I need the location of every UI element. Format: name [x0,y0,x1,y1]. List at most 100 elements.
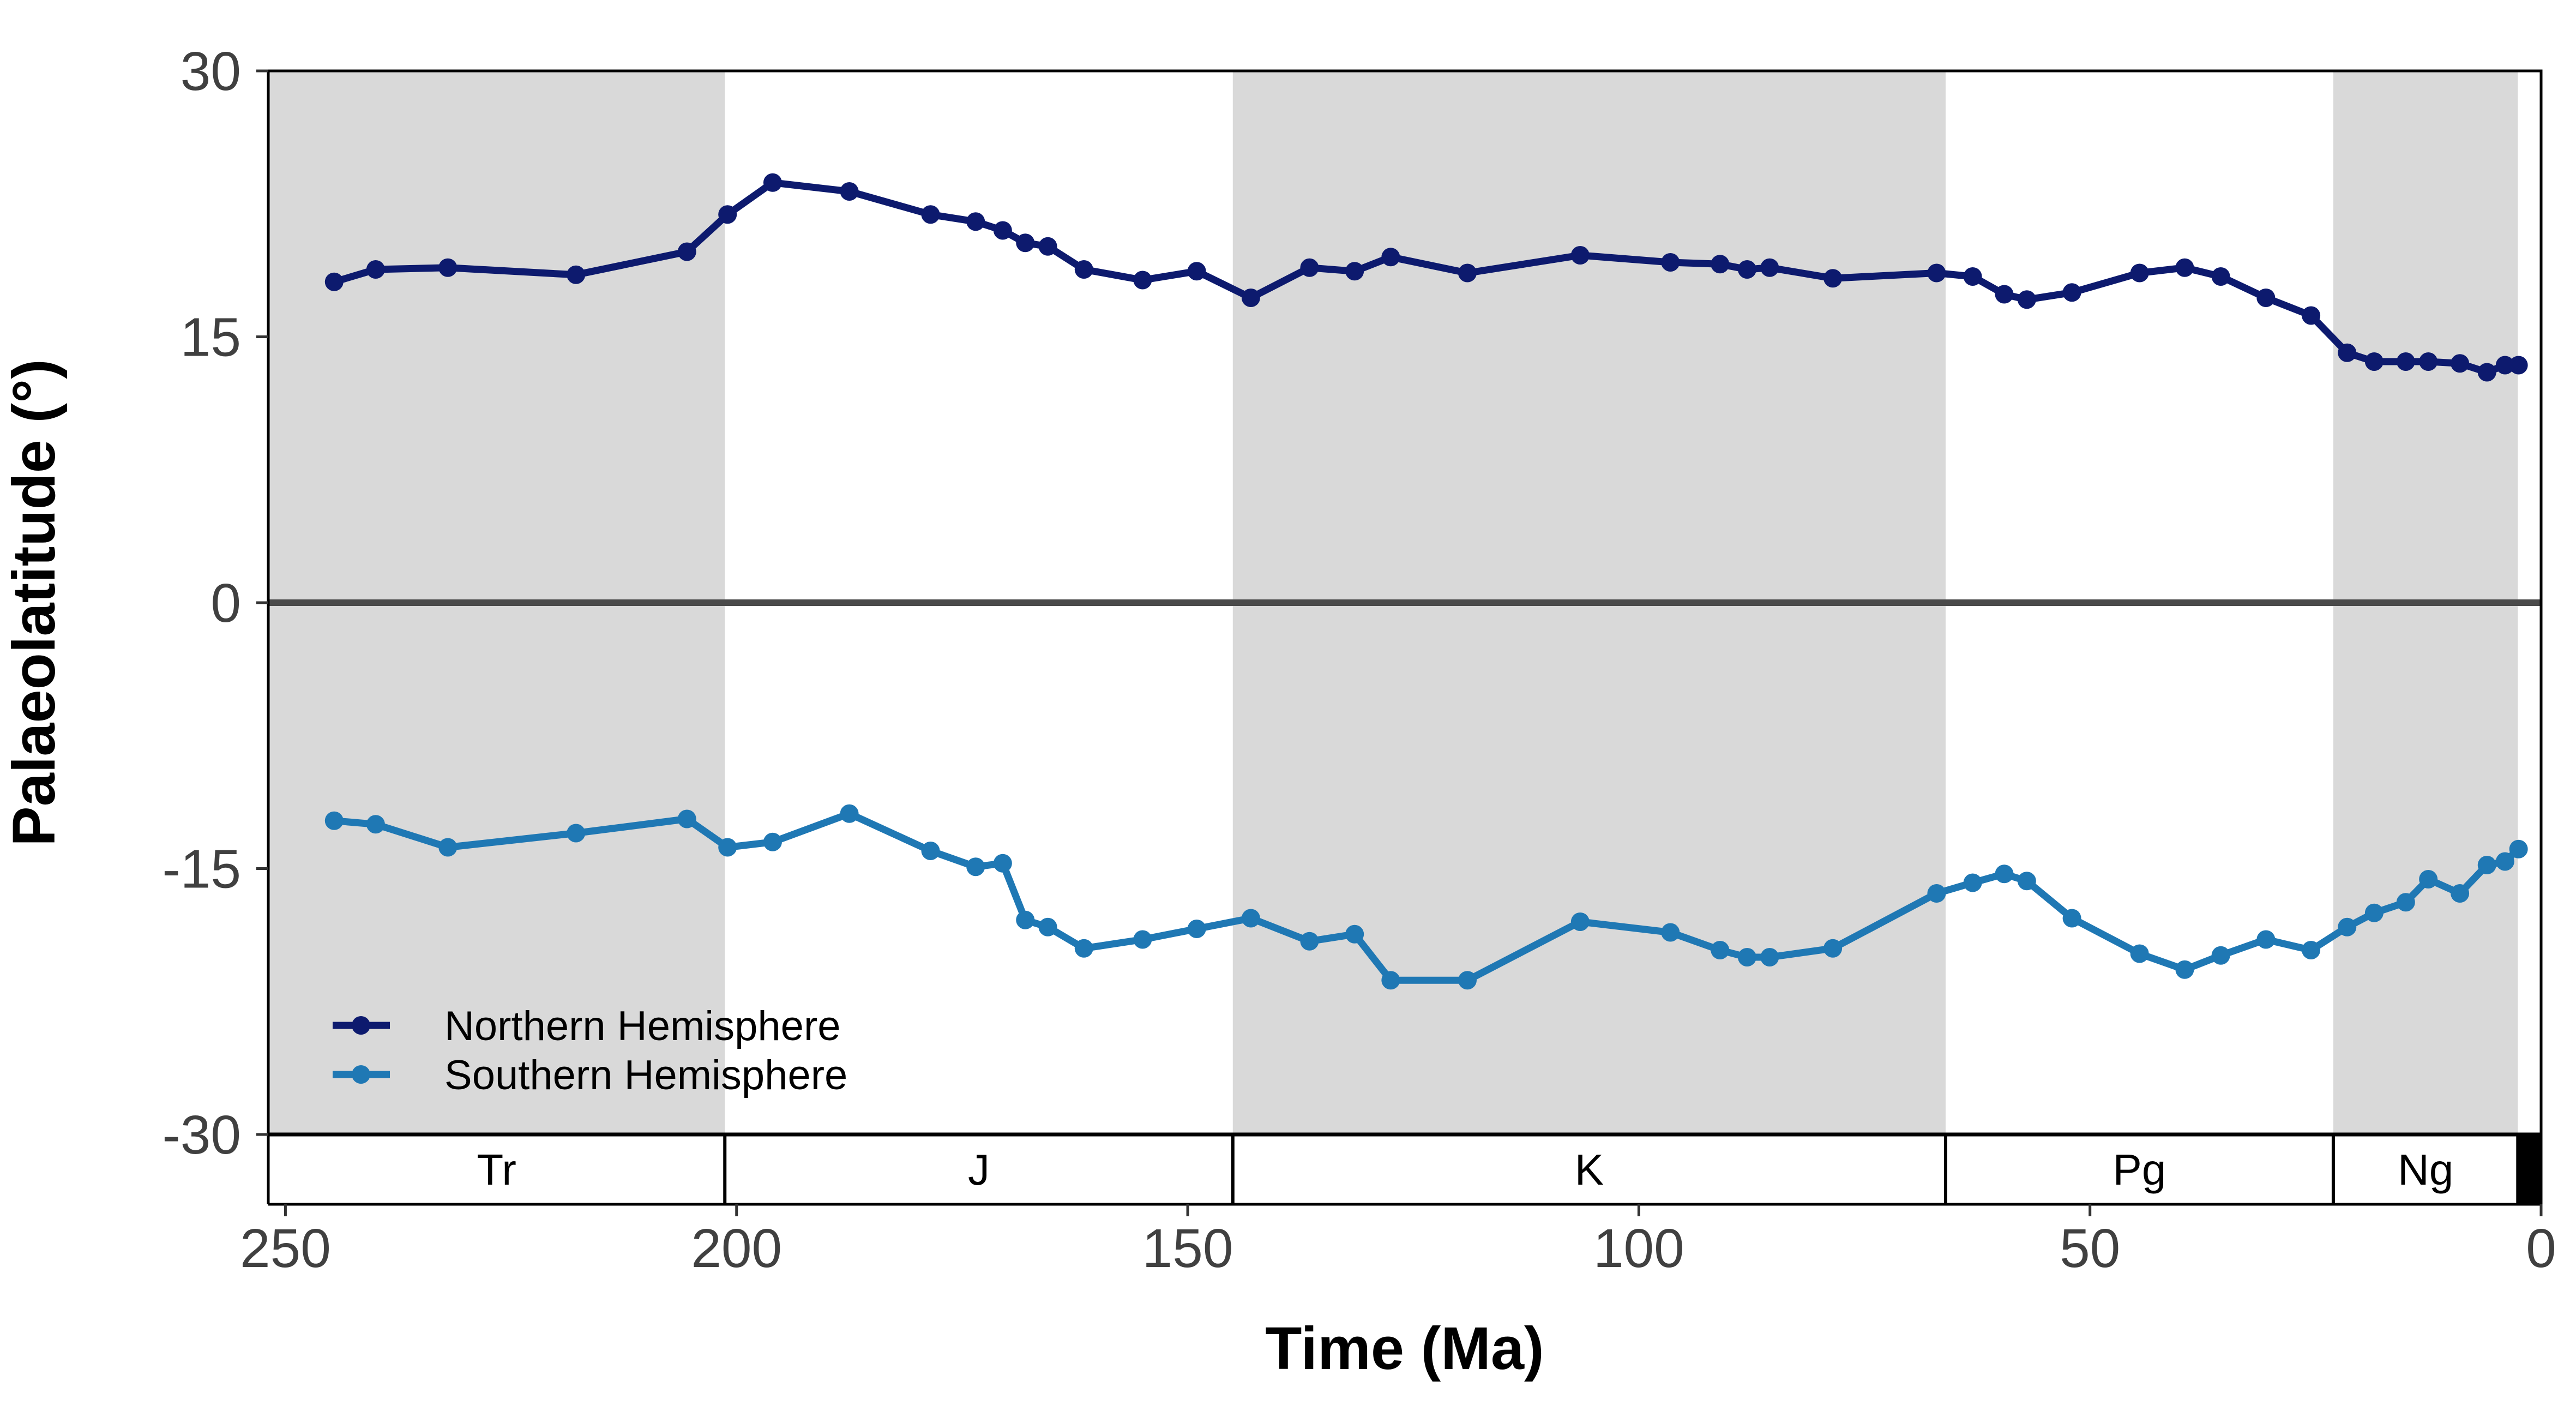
x-tick-label: 100 [1593,1218,1684,1279]
x-tick-label: 200 [691,1218,782,1279]
data-point [1345,262,1364,281]
data-point [1038,917,1057,936]
data-point [2338,343,2357,362]
data-point [966,212,985,231]
data-point [2509,356,2528,375]
period-label-j: J [968,1145,990,1194]
data-point [2419,352,2438,371]
data-point [993,854,1012,873]
data-point [2175,960,2194,979]
data-point [1737,948,1756,966]
data-point [2302,941,2321,959]
data-point [1016,910,1035,929]
data-point [438,258,458,277]
data-point [567,824,586,843]
legend-label: Southern Hemisphere [444,1052,847,1098]
legend-item-southern-hemisphere: Southern Hemisphere [333,1052,847,1098]
data-point [1300,932,1319,951]
y-tick-label: -30 [162,1104,241,1166]
data-point [2451,354,2470,373]
data-point [2495,852,2514,871]
data-point [921,842,940,860]
data-point [366,815,385,834]
data-point [1995,285,2014,304]
data-point [1927,263,1946,283]
period-label-pg: Pg [2113,1145,2166,1194]
data-point [2017,872,2036,891]
data-point [1995,864,2014,884]
data-point [324,811,344,830]
data-point [2017,290,2036,309]
legend-swatch-point [352,1065,370,1084]
data-point [2302,306,2321,325]
data-point [2451,884,2470,903]
data-point [763,832,782,851]
data-point [438,838,458,857]
x-tick-label: 150 [1142,1218,1233,1279]
data-point [1711,255,1730,274]
x-tick-label: 250 [240,1218,331,1279]
data-point [677,242,696,261]
data-point [993,221,1012,240]
period-cell-quaternary [2518,1134,2541,1204]
data-point [1074,260,1093,279]
data-point [2364,352,2384,371]
data-point [2130,263,2149,283]
data-point [2062,909,2081,928]
data-point [1381,971,1400,990]
data-point [677,809,696,828]
data-point [921,205,940,224]
data-point [1187,262,1206,281]
geologic-period-bar: Tr J K Pg Ng [267,1132,2543,1206]
data-point [2364,903,2384,922]
data-point [1381,248,1400,267]
data-point [1458,971,1477,990]
data-point [1823,269,1843,288]
period-label-tr: Tr [477,1145,516,1194]
data-point [1963,873,1982,892]
data-point [2396,893,2415,912]
data-point [1300,258,1319,277]
data-point [324,272,344,291]
data-point [1661,253,1680,272]
data-point [840,182,859,201]
y-tick-label: 0 [210,573,241,634]
data-point [1661,923,1680,942]
data-point [1760,258,1779,277]
data-point [1760,948,1779,966]
y-tick-label: 30 [180,41,241,102]
series-lines [324,173,2528,990]
y-tick-label: -15 [162,839,241,900]
data-point [2338,917,2357,936]
data-point [2175,258,2194,277]
period-label-ng: Ng [2398,1145,2453,1194]
data-point [840,804,859,823]
data-point [1963,267,1982,286]
period-label-k: K [1575,1145,1604,1194]
data-point [1570,912,1590,931]
data-point [2495,356,2514,375]
data-point [1570,246,1590,265]
x-axis-title: Time (Ma) [1265,1315,1544,1382]
data-point [1823,939,1843,958]
data-point [1927,884,1946,903]
data-point [2419,870,2438,888]
data-point [1016,233,1035,253]
data-point [718,838,737,857]
data-point [2062,283,2081,302]
x-tick-label: 50 [2060,1218,2120,1279]
data-point [1241,909,1260,928]
data-point [2211,946,2230,965]
y-tick-label: 15 [180,307,241,368]
data-point [2256,289,2276,307]
data-point [718,205,737,224]
data-point [1458,263,1477,283]
legend-swatch-point [352,1016,370,1035]
data-point [2509,839,2528,858]
series-southern-hemisphere [324,804,2528,990]
data-point [1345,924,1364,944]
data-point [2477,856,2496,874]
